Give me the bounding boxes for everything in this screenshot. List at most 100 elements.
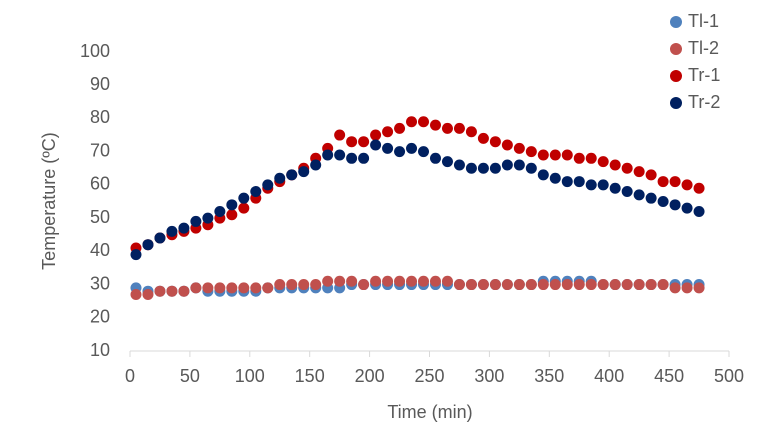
y-tick-label: 40 <box>90 240 110 260</box>
point <box>238 202 250 214</box>
point <box>346 275 358 287</box>
point <box>489 162 501 174</box>
y-tick-label: 50 <box>90 207 110 227</box>
x-tick-label: 150 <box>295 366 325 386</box>
y-tick-label: 10 <box>90 340 110 360</box>
point <box>190 215 202 227</box>
point <box>477 162 489 174</box>
point <box>358 136 370 148</box>
x-tick-label: 0 <box>125 366 135 386</box>
point <box>370 139 382 151</box>
point <box>202 282 214 294</box>
point <box>513 142 525 154</box>
point <box>322 275 334 287</box>
point <box>609 182 621 194</box>
point <box>418 275 430 287</box>
point <box>130 249 142 261</box>
point <box>310 159 322 171</box>
point <box>238 192 250 204</box>
point <box>681 179 693 191</box>
point <box>334 129 346 141</box>
point <box>334 149 346 161</box>
point <box>645 192 657 204</box>
point <box>537 169 549 181</box>
point <box>477 279 489 291</box>
point <box>214 282 226 294</box>
point <box>178 285 190 297</box>
point <box>585 279 597 291</box>
point <box>418 116 430 128</box>
point <box>154 232 166 244</box>
point <box>441 122 453 134</box>
point <box>525 279 537 291</box>
point <box>441 156 453 168</box>
point <box>465 279 477 291</box>
y-tick-label: 100 <box>80 41 110 61</box>
point <box>573 176 585 188</box>
point <box>645 279 657 291</box>
legend-label: Tr-2 <box>688 92 720 112</box>
point <box>537 149 549 161</box>
point <box>561 176 573 188</box>
y-tick-label: 90 <box>90 74 110 94</box>
point <box>633 279 645 291</box>
point <box>657 279 669 291</box>
point <box>406 116 418 128</box>
legend-marker <box>670 43 682 55</box>
x-tick-label: 400 <box>594 366 624 386</box>
point <box>501 159 513 171</box>
point <box>693 205 705 217</box>
point <box>382 142 394 154</box>
point <box>298 166 310 178</box>
point <box>406 142 418 154</box>
x-tick-label: 250 <box>414 366 444 386</box>
point <box>202 212 214 224</box>
point <box>166 285 178 297</box>
point <box>394 122 406 134</box>
point <box>549 279 561 291</box>
point <box>693 282 705 294</box>
point <box>609 279 621 291</box>
y-tick-label: 70 <box>90 140 110 160</box>
point <box>130 289 142 301</box>
point <box>465 126 477 138</box>
point <box>250 282 262 294</box>
point <box>681 282 693 294</box>
point <box>429 119 441 131</box>
point <box>513 159 525 171</box>
point <box>669 199 681 211</box>
point <box>382 275 394 287</box>
point <box>262 179 274 191</box>
point <box>453 159 465 171</box>
point <box>669 176 681 188</box>
point <box>609 159 621 171</box>
point <box>489 279 501 291</box>
point <box>453 122 465 134</box>
point <box>669 282 681 294</box>
point <box>262 282 274 294</box>
point <box>441 275 453 287</box>
point <box>298 279 310 291</box>
point <box>657 196 669 207</box>
point <box>274 172 286 184</box>
point <box>633 189 645 201</box>
y-axis-title: Temperature (ºC) <box>39 132 59 270</box>
point <box>501 139 513 151</box>
point <box>525 146 537 158</box>
legend-marker <box>670 16 682 28</box>
y-tick-label: 60 <box>90 174 110 194</box>
point <box>453 279 465 291</box>
point <box>597 279 609 291</box>
y-tick-label: 30 <box>90 273 110 293</box>
point <box>370 129 382 141</box>
x-axis-title: Time (min) <box>387 402 472 422</box>
point <box>238 282 250 294</box>
point <box>250 186 262 198</box>
point <box>621 186 633 198</box>
point <box>549 149 561 161</box>
point <box>573 152 585 164</box>
legend-marker <box>670 70 682 82</box>
point <box>573 279 585 291</box>
point <box>310 279 322 291</box>
legend-label: Tl-2 <box>688 38 719 58</box>
